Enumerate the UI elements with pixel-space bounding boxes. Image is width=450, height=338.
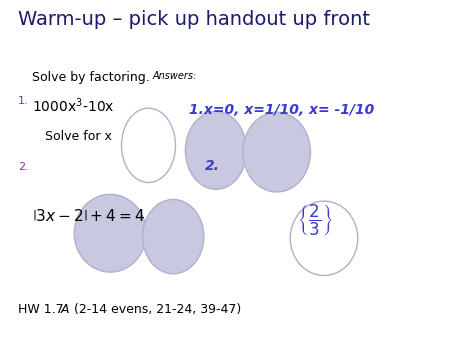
- Ellipse shape: [143, 199, 204, 274]
- Text: Answers:: Answers:: [153, 71, 197, 81]
- Text: 1.x=0, x=1/10, x= -1/10: 1.x=0, x=1/10, x= -1/10: [189, 103, 374, 117]
- Ellipse shape: [243, 112, 310, 192]
- Ellipse shape: [74, 194, 146, 272]
- Text: (2-14 evens, 21-24, 39-47): (2-14 evens, 21-24, 39-47): [70, 303, 241, 315]
- Text: 1000x$^3$-10x: 1000x$^3$-10x: [32, 96, 114, 115]
- Text: HW 1.7: HW 1.7: [18, 303, 63, 315]
- Text: Solve for x: Solve for x: [45, 130, 112, 143]
- Text: 2.: 2.: [18, 162, 29, 172]
- Text: 2.: 2.: [205, 159, 220, 173]
- Text: A: A: [61, 303, 69, 315]
- Ellipse shape: [122, 108, 176, 183]
- Text: $\left|3x-2\right|+4=4$: $\left|3x-2\right|+4=4$: [32, 208, 144, 224]
- Text: $\left\{\dfrac{2}{3}\right\}$: $\left\{\dfrac{2}{3}\right\}$: [297, 203, 333, 238]
- Text: Solve by factoring.: Solve by factoring.: [32, 71, 149, 84]
- Ellipse shape: [185, 112, 247, 189]
- Ellipse shape: [290, 201, 358, 275]
- Text: Warm-up – pick up handout up front: Warm-up – pick up handout up front: [18, 10, 370, 29]
- Text: 1.: 1.: [18, 96, 29, 106]
